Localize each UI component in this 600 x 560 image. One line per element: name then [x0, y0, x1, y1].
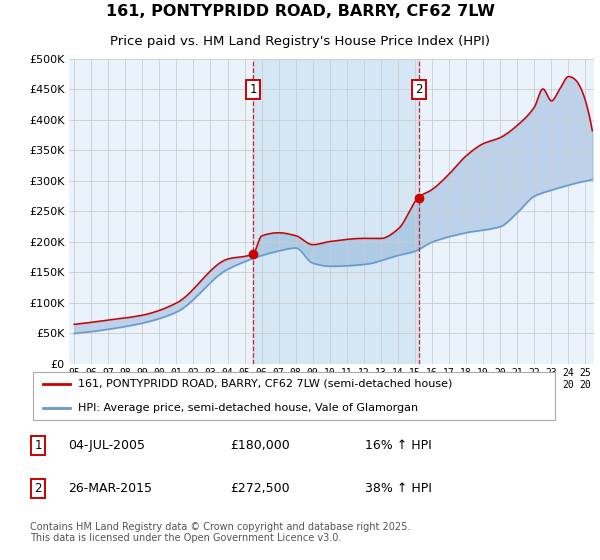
Text: HPI: Average price, semi-detached house, Vale of Glamorgan: HPI: Average price, semi-detached house,…: [77, 403, 418, 413]
Text: Contains HM Land Registry data © Crown copyright and database right 2025.
This d: Contains HM Land Registry data © Crown c…: [30, 522, 410, 543]
Text: 161, PONTYPRIDD ROAD, BARRY, CF62 7LW (semi-detached house): 161, PONTYPRIDD ROAD, BARRY, CF62 7LW (s…: [77, 379, 452, 389]
Text: 16% ↑ HPI: 16% ↑ HPI: [365, 440, 431, 452]
Text: 1: 1: [34, 440, 42, 452]
Text: 161, PONTYPRIDD ROAD, BARRY, CF62 7LW: 161, PONTYPRIDD ROAD, BARRY, CF62 7LW: [106, 4, 494, 19]
Bar: [253, 59, 419, 364]
Text: 26-MAR-2015: 26-MAR-2015: [68, 482, 152, 495]
Text: 04-JUL-2005: 04-JUL-2005: [68, 440, 145, 452]
Text: 2: 2: [34, 482, 42, 495]
FancyBboxPatch shape: [32, 372, 556, 420]
Text: Price paid vs. HM Land Registry's House Price Index (HPI): Price paid vs. HM Land Registry's House …: [110, 35, 490, 48]
Text: 38% ↑ HPI: 38% ↑ HPI: [365, 482, 431, 495]
Text: 2: 2: [415, 83, 422, 96]
Text: 1: 1: [250, 83, 257, 96]
Text: £272,500: £272,500: [230, 482, 289, 495]
Text: £180,000: £180,000: [230, 440, 290, 452]
